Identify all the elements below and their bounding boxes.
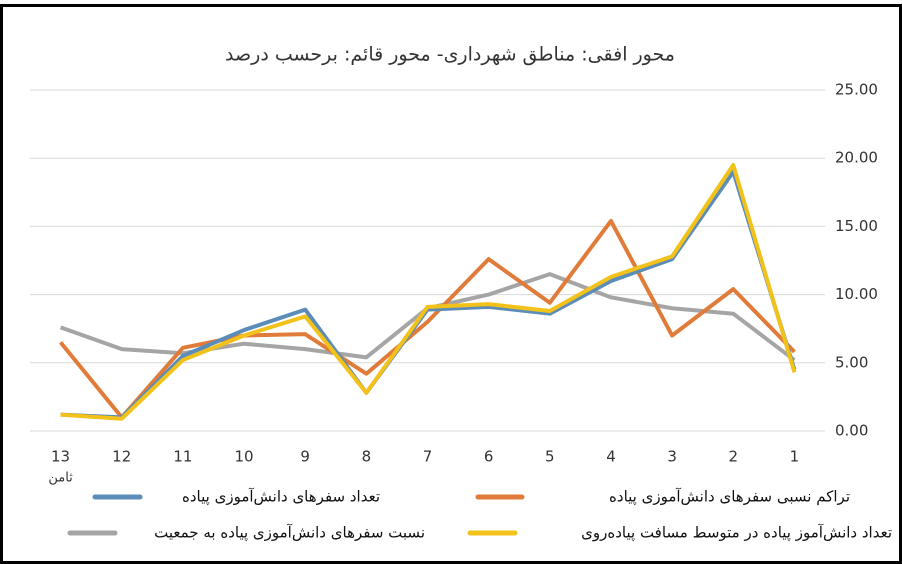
x-tick-label: 9: [300, 448, 310, 466]
frame: [0, 4, 902, 564]
x-tick-label: 7: [423, 448, 433, 466]
x-tick-label: 4: [606, 448, 616, 466]
x-tick-label: 2: [728, 448, 738, 466]
series-line: [59, 218, 796, 420]
x-tick-label: 1: [790, 448, 800, 466]
chart-title: محور افقی: مناطق شهرداری- محور قائم: برح…: [225, 44, 675, 66]
x-tick-label: 12: [112, 448, 131, 466]
y-tick-label: 5.00: [835, 353, 868, 371]
annotation: ثامن: [48, 471, 73, 486]
x-tick-label: 5: [545, 448, 555, 466]
legend-label: تعداد دانش‌آموز پیاده در متوسط مسافت پیا…: [581, 524, 892, 543]
y-tick-label: 20.00: [835, 149, 878, 167]
y-tick-label: 0.00: [835, 422, 868, 440]
x-tick-label: 10: [234, 448, 253, 466]
x-tick-label: 3: [667, 448, 677, 466]
legend-label: نسبت سفرهای دانش‌آموزی پیاده به جمعیت: [154, 524, 425, 543]
x-tick-label: 6: [484, 448, 494, 466]
y-tick-label: 25.00: [835, 81, 878, 99]
legend-label: تعداد سفرهای دانش‌آموزی پیاده: [182, 488, 380, 507]
x-tick-label: 11: [173, 448, 192, 466]
legend-label: تراکم نسبی سفرهای دانش‌آموزی پیاده: [609, 488, 850, 507]
y-tick-label: 10.00: [835, 285, 878, 303]
x-tick-label: 13: [51, 448, 70, 466]
x-tick-label: 8: [362, 448, 372, 466]
y-tick-label: 15.00: [835, 217, 878, 235]
series-line: [60, 163, 797, 421]
